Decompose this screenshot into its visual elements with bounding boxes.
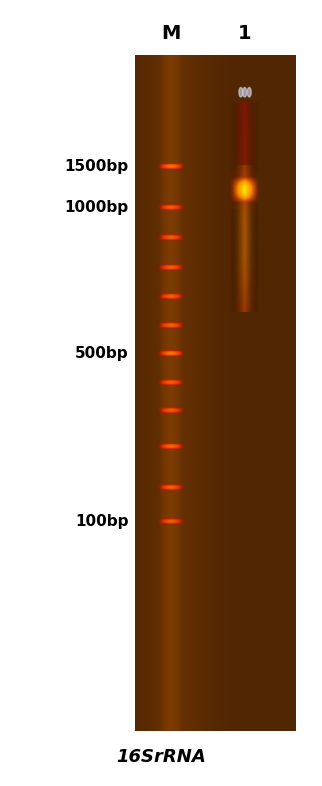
Text: 1: 1: [238, 24, 251, 43]
Circle shape: [243, 87, 247, 97]
Text: 16SrRNA: 16SrRNA: [116, 748, 206, 766]
Text: 1500bp: 1500bp: [65, 159, 129, 174]
Text: 1000bp: 1000bp: [65, 200, 129, 215]
Text: 500bp: 500bp: [75, 347, 129, 362]
Text: 100bp: 100bp: [75, 514, 129, 529]
Circle shape: [239, 87, 243, 97]
Circle shape: [247, 87, 251, 97]
Text: M: M: [161, 24, 180, 43]
